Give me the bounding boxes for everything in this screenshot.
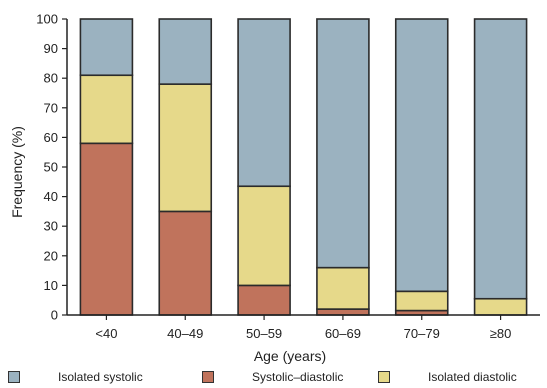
bar-segment-isolated-diastolic [79, 74, 134, 145]
y-tick-label: 100 [36, 12, 58, 27]
legend-label: Isolated systolic [58, 370, 143, 384]
bar-segment-isolated-systolic [316, 18, 370, 269]
y-tick-label: 70 [44, 100, 58, 115]
bar-segment-systolic-diastolic [316, 308, 370, 316]
legend-label: Systolic–diastolic [252, 370, 344, 384]
x-tick-label: 50–59 [246, 326, 282, 341]
bar-segment-isolated-systolic [473, 18, 528, 300]
y-axis-label: Frequency (%) [9, 126, 25, 218]
legend-swatch-isolated-systolic [8, 371, 20, 383]
bar-segment-isolated-systolic [79, 18, 134, 77]
legend-item-systolic-diastolic: Systolic–diastolic [202, 368, 343, 386]
bar-segment-systolic-diastolic [79, 142, 134, 316]
bar-segment-isolated-systolic [158, 18, 213, 85]
bar-segment-isolated-diastolic [394, 290, 449, 312]
bar-segment-isolated-systolic [394, 18, 449, 293]
stacked-bar-chart: 0 10 20 30 40 50 60 70 80 90 100 <40 40–49 50–59 60–69… [9, 12, 540, 364]
legend-item-isolated-diastolic: Isolated diastolic [378, 368, 517, 386]
x-tick-label: 70–79 [404, 326, 440, 341]
bar-segment-isolated-diastolic [473, 297, 528, 316]
y-tick-label: 40 [44, 189, 58, 204]
y-tick-label: 50 [44, 160, 58, 175]
x-tick-label: 40–49 [167, 326, 203, 341]
y-tick-label: 60 [44, 130, 58, 145]
bar-segment-isolated-diastolic [316, 266, 370, 310]
legend-swatch-isolated-diastolic [378, 371, 390, 383]
legend: Isolated systolic Systolic–diastolic Iso… [0, 368, 547, 386]
x-tick-label: <40 [95, 326, 117, 341]
bar-segment-isolated-diastolic [158, 83, 213, 213]
x-axis-label: Age (years) [254, 348, 326, 364]
y-tick-label: 0 [51, 308, 58, 323]
legend-label: Isolated diastolic [428, 370, 517, 384]
bar-segment-systolic-diastolic [158, 210, 213, 316]
y-tick-label: 20 [44, 248, 58, 263]
x-tick-label: 60–69 [325, 326, 361, 341]
legend-item-isolated-systolic: Isolated systolic [8, 368, 143, 386]
bar-segment-isolated-systolic [237, 18, 291, 188]
y-tick-label: 30 [44, 219, 58, 234]
y-tick-label: 90 [44, 41, 58, 56]
bar-segment-systolic-diastolic [237, 284, 291, 316]
legend-swatch-systolic-diastolic [202, 371, 214, 383]
x-tick-label: ≥80 [490, 326, 512, 341]
y-tick-label: 10 [44, 278, 58, 293]
bar-segment-isolated-diastolic [237, 185, 291, 287]
y-tick-label: 80 [44, 71, 58, 86]
